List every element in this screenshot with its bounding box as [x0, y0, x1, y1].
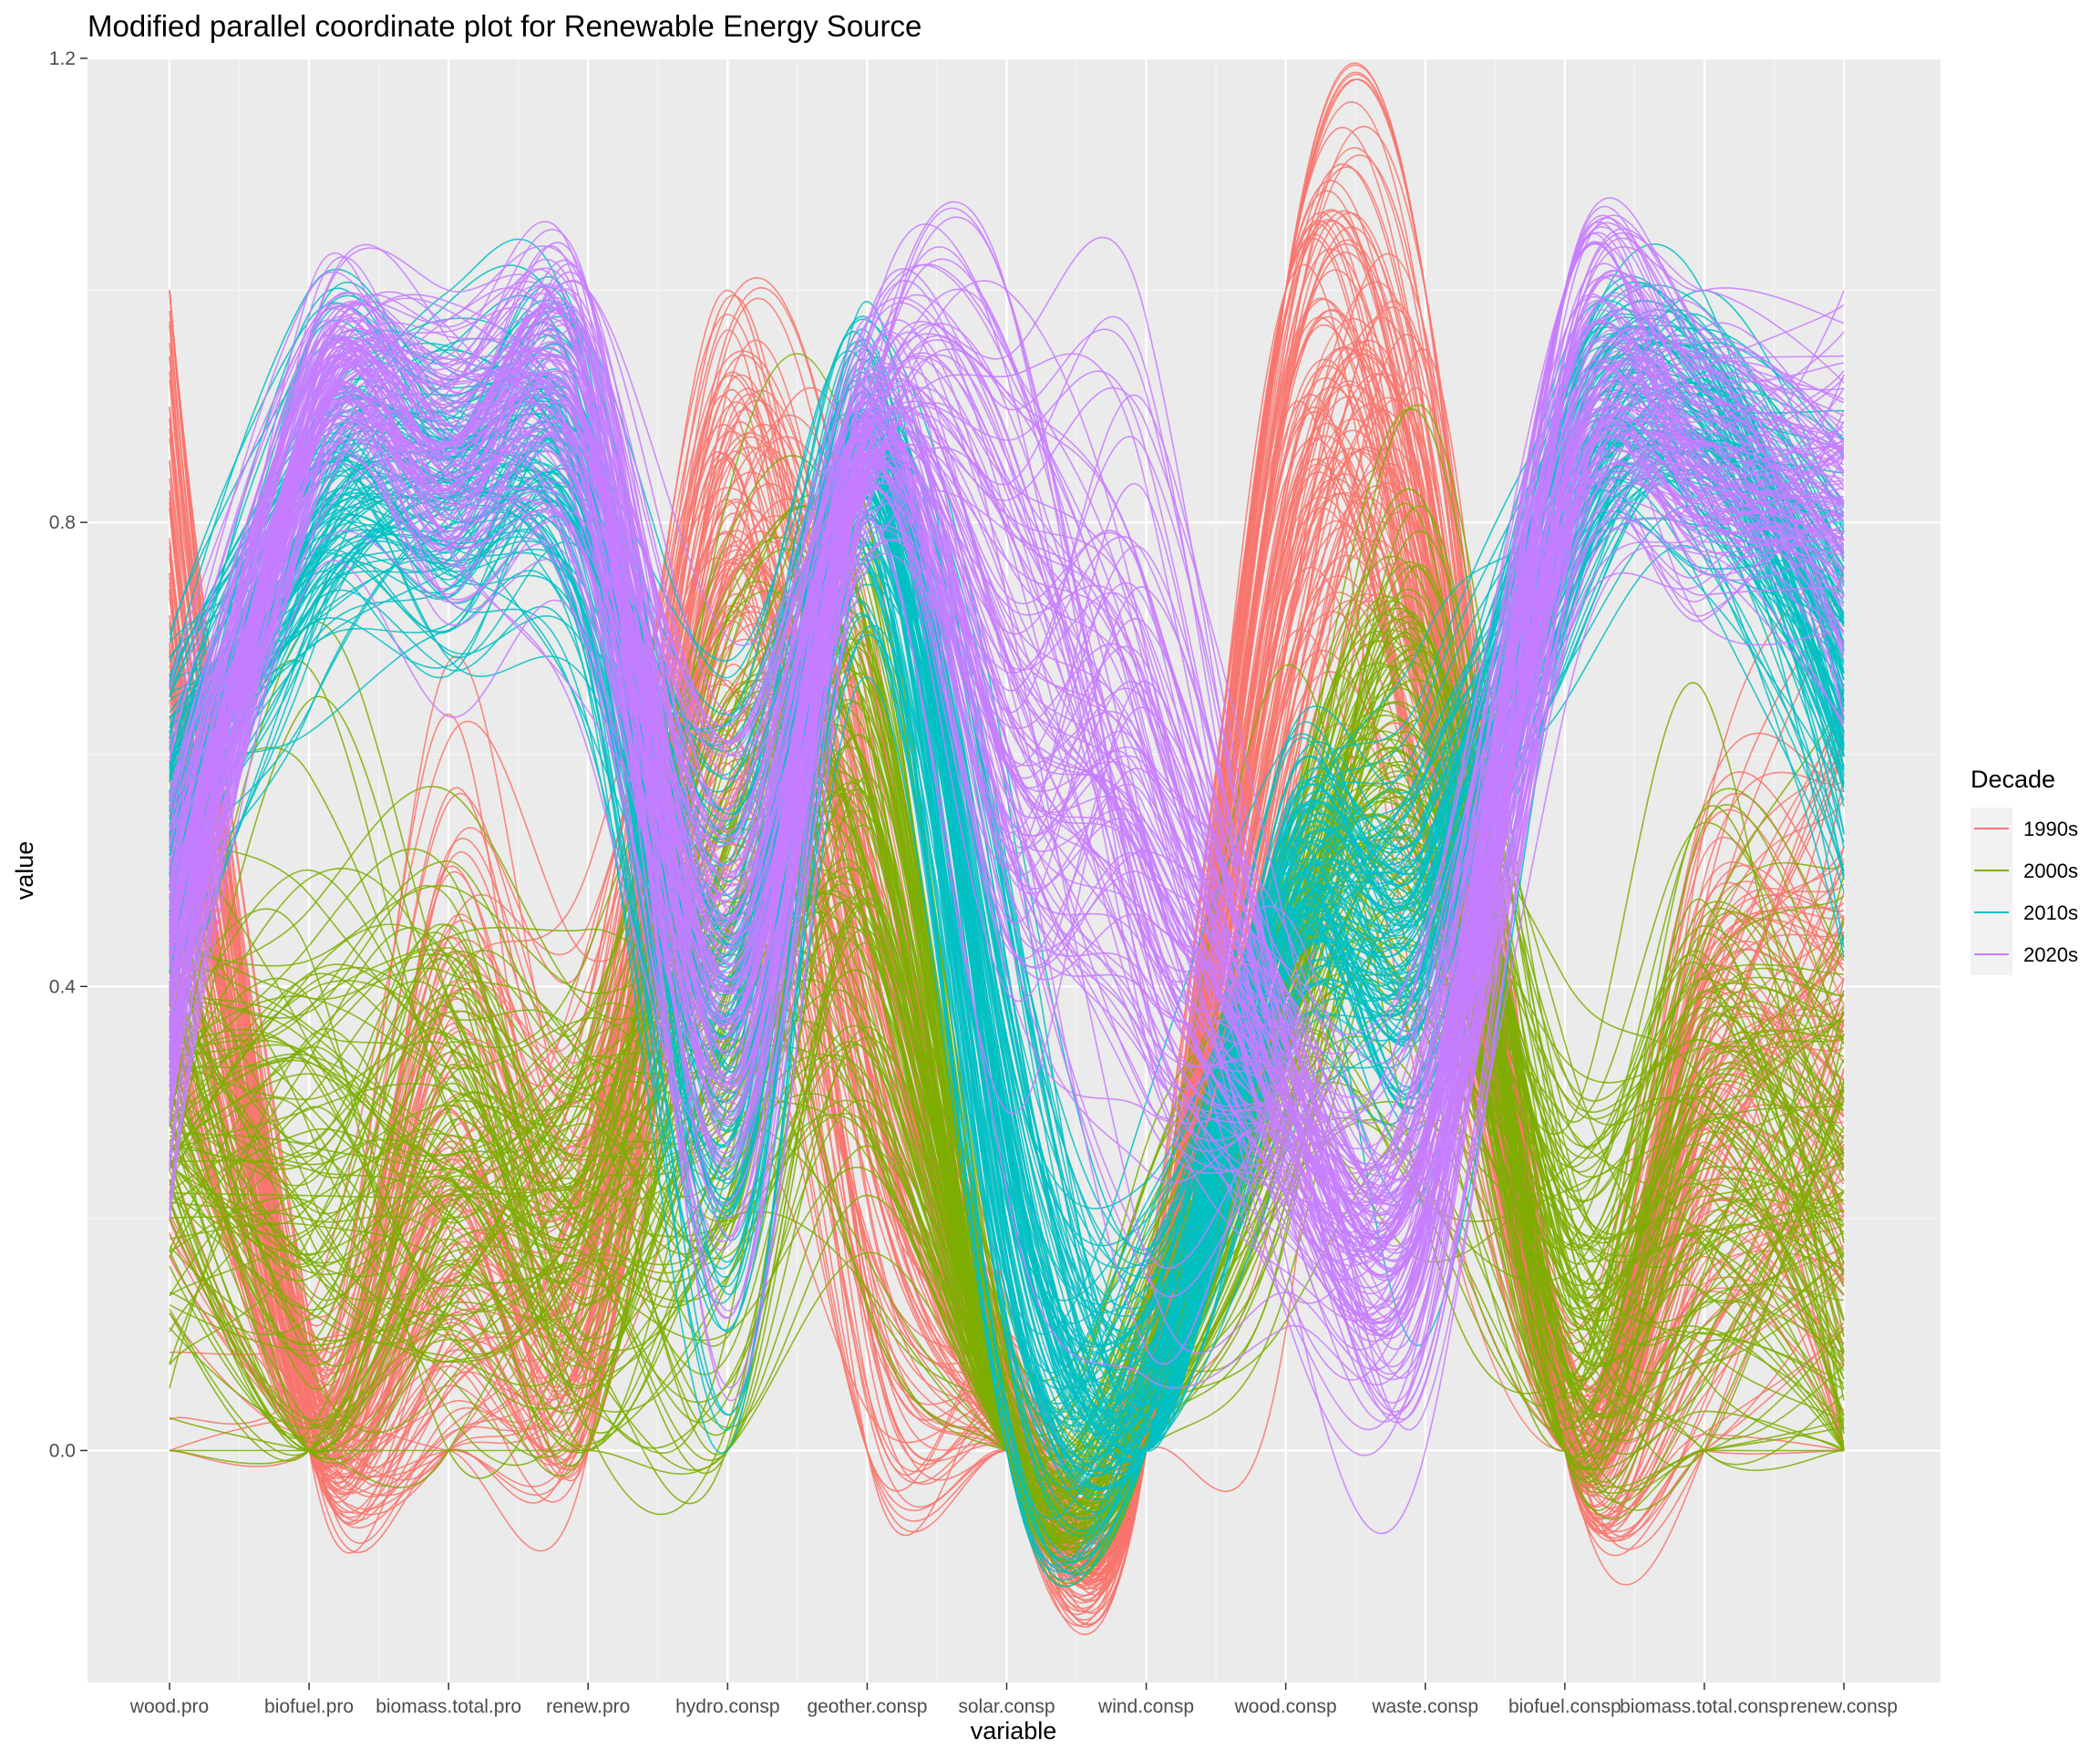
series-line	[169, 315, 1845, 1415]
x-tick-label: renew.pro	[546, 1696, 630, 1717]
series-line	[169, 404, 1845, 1304]
series-line	[169, 358, 1845, 1314]
y-tick-label: 0.0	[49, 1440, 76, 1461]
series-line	[169, 723, 1845, 1528]
series-line	[169, 267, 1845, 1321]
x-axis: wood.pro biofuel.pro biomass.total.pro rene…	[129, 1683, 1898, 1717]
series-line	[169, 207, 1845, 1388]
y-axis-title: value	[11, 841, 38, 901]
series-lines	[169, 62, 1845, 1636]
series-line	[169, 329, 1845, 1535]
series-line	[169, 380, 1845, 1377]
series-line	[169, 391, 1845, 1576]
series-line	[169, 1054, 1845, 1484]
chart-title: Modified parallel coordinate plot for Re…	[88, 9, 921, 43]
series-line	[169, 359, 1845, 1351]
x-tick-label: renew.consp	[1790, 1696, 1898, 1717]
legend-title: Decade	[1971, 766, 2055, 793]
x-tick-label: biomass.total.pro	[376, 1696, 521, 1717]
y-axis: 0.0 0.4 0.8 1.2	[49, 48, 88, 1461]
series-2020s	[169, 197, 1845, 1535]
series-line	[169, 214, 1845, 1237]
series-line	[169, 221, 1845, 1189]
series-line	[169, 746, 1845, 1507]
x-tick-label: biomass.total.consp	[1620, 1696, 1789, 1717]
x-tick-label: biofuel.pro	[264, 1696, 354, 1717]
x-axis-title: variable	[971, 1717, 1057, 1745]
series-line	[169, 442, 1845, 1389]
legend-label: 2020s	[2023, 943, 2078, 966]
series-line	[169, 345, 1845, 1416]
series-line	[169, 262, 1845, 1315]
series-line	[169, 311, 1845, 1309]
x-tick-label: geother.consp	[807, 1696, 927, 1717]
series-line	[169, 314, 1845, 1201]
legend-label: 2010s	[2023, 901, 2078, 924]
series-line	[169, 630, 1845, 1516]
x-tick-label: hydro.consp	[675, 1696, 779, 1717]
series-line	[169, 339, 1845, 1240]
series-line	[169, 932, 1845, 1458]
series-line	[169, 331, 1845, 1371]
x-tick-label: wood.pro	[129, 1696, 209, 1717]
series-line	[169, 242, 1845, 1165]
series-line	[169, 760, 1845, 1514]
series-line	[169, 607, 1845, 1490]
series-line	[169, 579, 1845, 1569]
series-line	[169, 293, 1845, 1207]
series-line	[169, 293, 1845, 1181]
series-line	[169, 256, 1845, 1413]
series-line	[169, 370, 1845, 1244]
y-tick-label: 1.2	[49, 48, 76, 69]
series-line	[169, 677, 1845, 1414]
series-line	[169, 336, 1845, 1252]
x-tick-label: wood.consp	[1234, 1696, 1337, 1717]
series-line	[169, 270, 1845, 1235]
series-line	[169, 404, 1845, 1491]
series-line	[169, 263, 1845, 1279]
series-line	[169, 907, 1845, 1516]
legend-label: 1990s	[2023, 818, 2078, 840]
x-tick-label: solar.consp	[958, 1696, 1055, 1717]
series-line	[169, 347, 1845, 1175]
series-line	[169, 180, 1845, 1627]
series-line	[169, 367, 1845, 1324]
legend: Decade 1990s 2000s 2010s 2020s	[1971, 766, 2078, 975]
series-line	[169, 217, 1845, 1124]
series-line	[169, 689, 1845, 1450]
series-line	[169, 197, 1845, 1180]
series-line	[169, 673, 1845, 1465]
series-line	[169, 326, 1845, 1489]
series-line	[169, 788, 1845, 1475]
series-line	[169, 627, 1845, 1493]
series-line	[169, 323, 1845, 1125]
x-tick-label: biofuel.consp	[1508, 1696, 1621, 1717]
series-line	[169, 504, 1845, 1531]
series-line	[169, 298, 1845, 1270]
series-line	[169, 871, 1845, 1539]
x-tick-label: wind.consp	[1097, 1696, 1194, 1717]
y-tick-label: 0.4	[49, 976, 77, 997]
series-line	[169, 409, 1845, 1298]
series-line	[169, 636, 1845, 1549]
legend-label: 2000s	[2023, 860, 2078, 882]
series-line	[169, 228, 1845, 1272]
series-line	[169, 214, 1845, 1199]
y-tick-label: 0.8	[49, 512, 76, 533]
x-tick-label: waste.consp	[1371, 1696, 1478, 1717]
series-line	[169, 910, 1845, 1492]
